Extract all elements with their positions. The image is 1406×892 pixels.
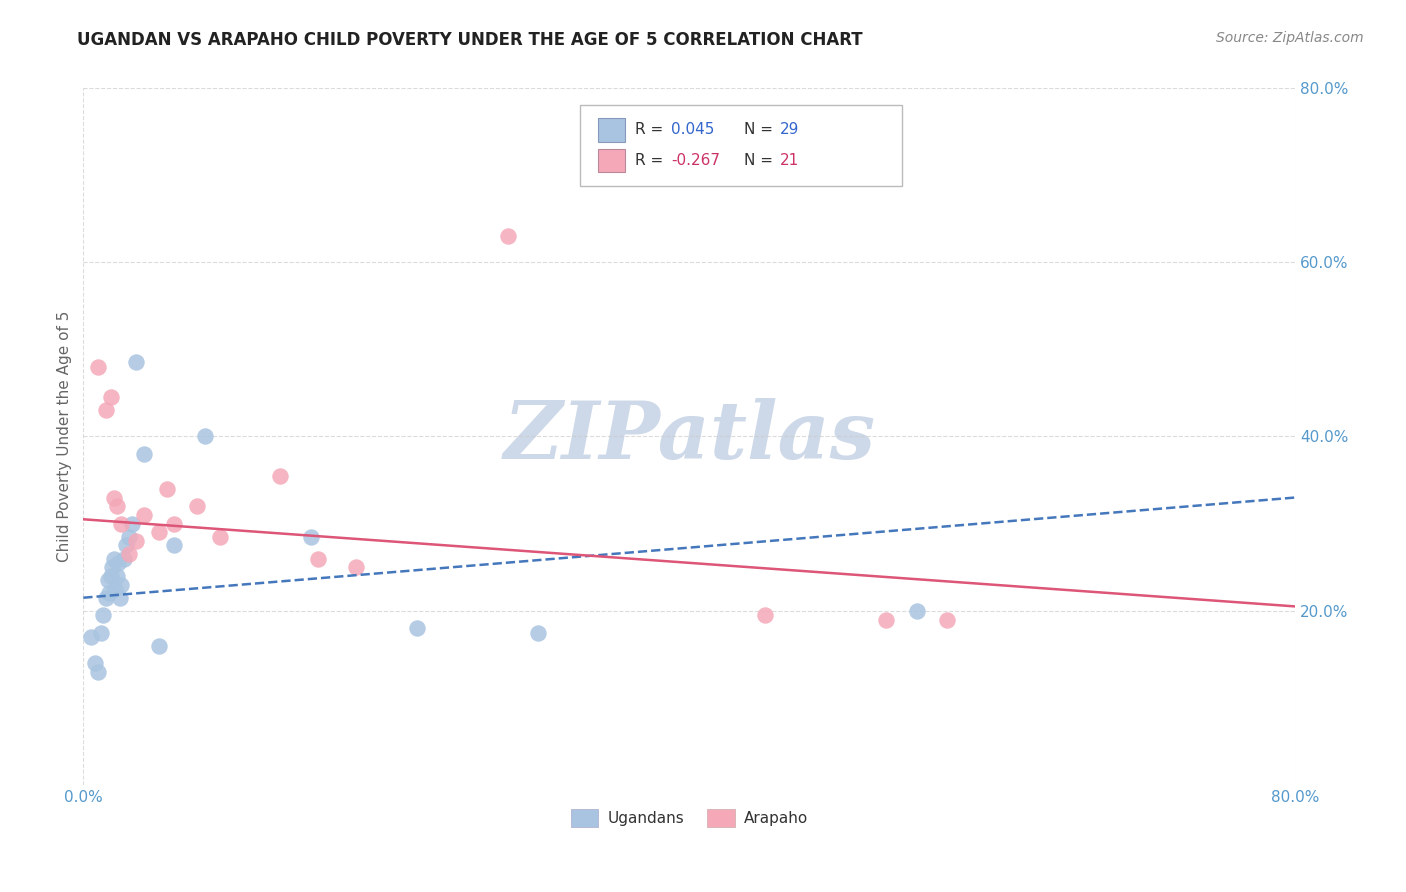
Point <box>527 625 550 640</box>
FancyBboxPatch shape <box>599 118 626 142</box>
Text: N =: N = <box>744 153 778 168</box>
Point <box>87 359 110 374</box>
Point <box>114 538 136 552</box>
Point <box>100 569 122 583</box>
Point <box>132 508 155 522</box>
Point <box>405 621 427 635</box>
Point <box>84 656 107 670</box>
Text: Source: ZipAtlas.com: Source: ZipAtlas.com <box>1216 31 1364 45</box>
Point <box>148 639 170 653</box>
Point <box>208 530 231 544</box>
Legend: Ugandans, Arapaho: Ugandans, Arapaho <box>565 804 814 833</box>
FancyBboxPatch shape <box>599 149 626 172</box>
Point <box>875 613 897 627</box>
Point <box>186 500 208 514</box>
Point <box>107 556 129 570</box>
Point <box>125 355 148 369</box>
Point <box>125 534 148 549</box>
Point <box>94 403 117 417</box>
Point <box>96 574 118 588</box>
Y-axis label: Child Poverty Under the Age of 5: Child Poverty Under the Age of 5 <box>58 310 72 562</box>
Point <box>118 530 141 544</box>
Text: 29: 29 <box>780 122 800 137</box>
Point <box>104 582 127 596</box>
Point <box>148 525 170 540</box>
Point <box>98 586 121 600</box>
Text: 0.045: 0.045 <box>671 122 714 137</box>
Point <box>132 447 155 461</box>
Point <box>121 516 143 531</box>
Point <box>94 591 117 605</box>
Point <box>105 569 128 583</box>
Text: R =: R = <box>636 122 668 137</box>
Point <box>269 468 291 483</box>
Point <box>118 547 141 561</box>
Point <box>110 577 132 591</box>
Text: -0.267: -0.267 <box>671 153 720 168</box>
Point <box>90 625 112 640</box>
Point <box>905 604 928 618</box>
Point <box>87 665 110 679</box>
Point <box>103 491 125 505</box>
Text: N =: N = <box>744 122 778 137</box>
Point <box>496 229 519 244</box>
Text: R =: R = <box>636 153 668 168</box>
Point <box>101 560 124 574</box>
Point <box>193 429 215 443</box>
Point <box>100 390 122 404</box>
FancyBboxPatch shape <box>581 105 901 186</box>
Point <box>307 551 329 566</box>
Point <box>163 516 186 531</box>
Text: ZIPatlas: ZIPatlas <box>503 398 876 475</box>
Point <box>112 551 135 566</box>
Text: UGANDAN VS ARAPAHO CHILD POVERTY UNDER THE AGE OF 5 CORRELATION CHART: UGANDAN VS ARAPAHO CHILD POVERTY UNDER T… <box>77 31 863 49</box>
Point <box>91 608 114 623</box>
Point <box>754 608 776 623</box>
Point <box>110 516 132 531</box>
Point <box>163 538 186 552</box>
Point <box>80 630 103 644</box>
Point <box>936 613 959 627</box>
Point <box>108 591 131 605</box>
Point <box>103 551 125 566</box>
Point <box>105 500 128 514</box>
Point <box>344 560 367 574</box>
Point <box>156 482 179 496</box>
Point <box>299 530 322 544</box>
Text: 21: 21 <box>780 153 800 168</box>
